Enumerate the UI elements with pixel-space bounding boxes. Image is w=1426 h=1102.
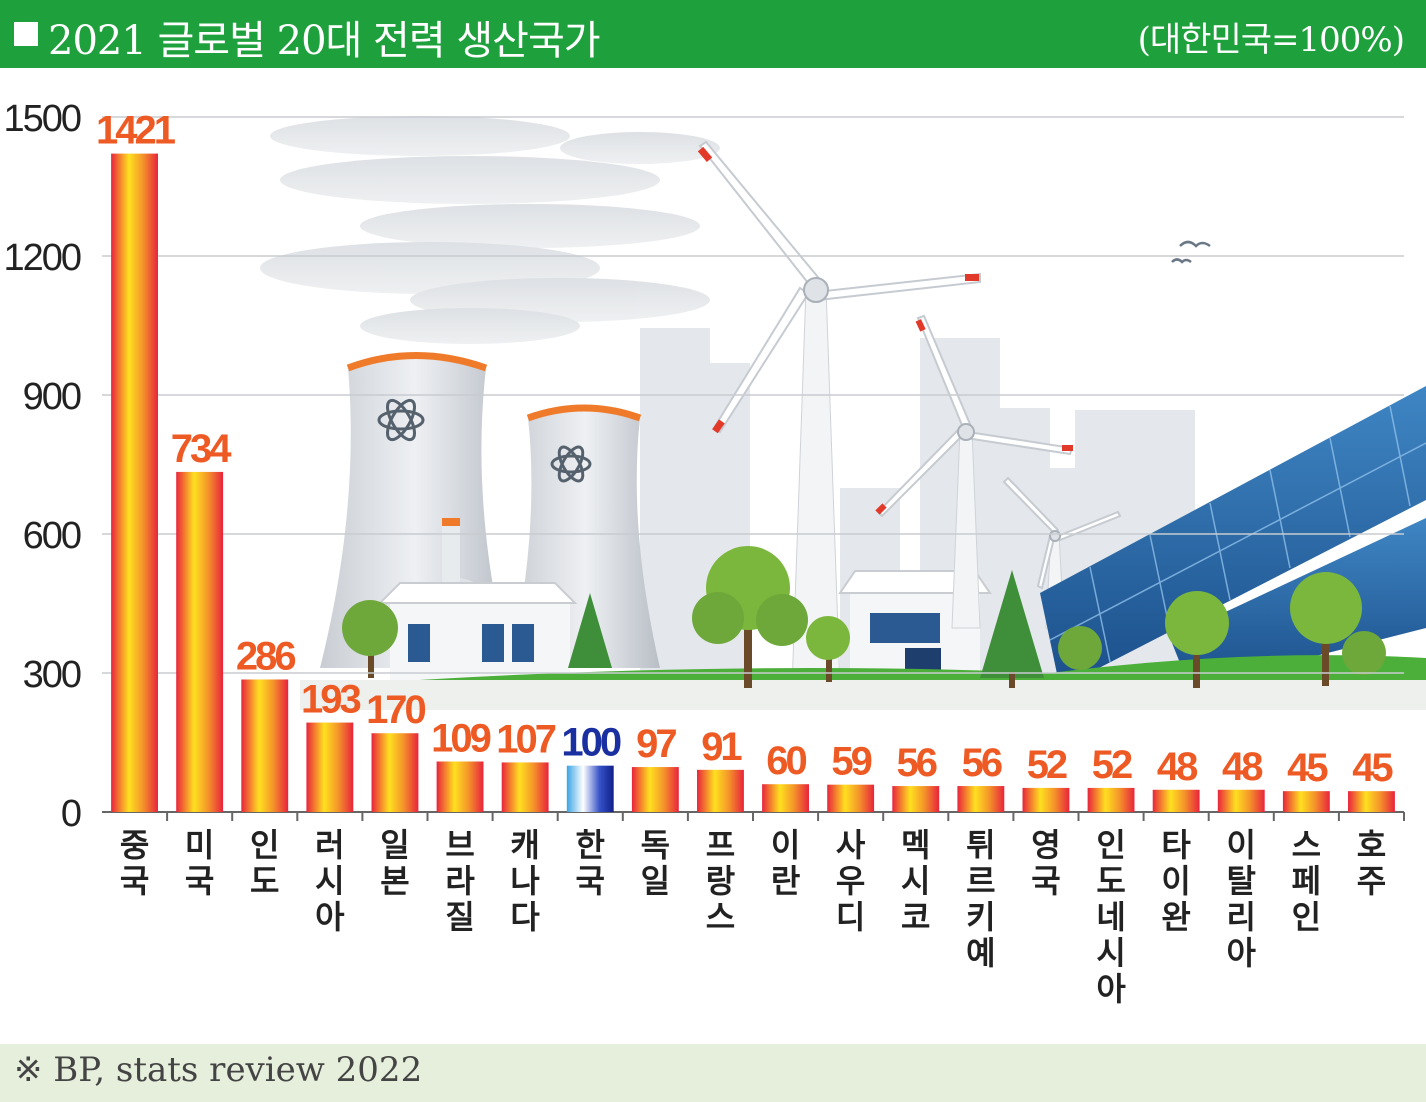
category-labels-group: 중 국 미 국 인 도 러 시 아 일 본 브 라 질 캐 나 다 한 국 독 일 프 랑 스 이 란 사 우 디 멕 시 코 튀 르 키 예 영 국 인 도… <box>120 826 1386 1008</box>
bar-러시아 <box>306 722 354 812</box>
value-label-일본: 170 <box>366 688 425 732</box>
value-label-영국: 52 <box>1027 743 1067 787</box>
chart-title: 2021 글로벌 20대 전력 생산국가 <box>48 18 601 64</box>
value-label-이란: 60 <box>766 739 806 783</box>
value-label-미국: 734 <box>171 427 232 471</box>
value-label-이탈리아: 48 <box>1222 745 1263 789</box>
value-label-중국: 1421 <box>96 109 176 153</box>
tree-icons <box>342 546 1386 688</box>
source-note: ※ BP, stats review 2022 <box>14 1050 423 1090</box>
bar-호주 <box>1348 791 1395 812</box>
y-gridlines <box>102 116 1404 674</box>
header-bar: 2021 글로벌 20대 전력 생산국가 (대한민국=100%) <box>0 0 1426 68</box>
value-label-호주: 45 <box>1352 746 1393 790</box>
bar-인도네시아 <box>1087 787 1135 812</box>
bar-영국 <box>1022 787 1070 812</box>
footer-bar: ※ BP, stats review 2022 <box>0 1044 1426 1102</box>
energy-background-illustration <box>260 116 1426 710</box>
bar-독일 <box>631 767 679 812</box>
square-bullet-icon <box>14 22 38 46</box>
bar-프랑스 <box>697 769 744 812</box>
value-label-캐나다: 107 <box>496 717 555 761</box>
y-tick-label: 1500 <box>3 98 80 140</box>
bar-한국 <box>566 765 614 812</box>
value-label-브라질: 109 <box>431 716 490 760</box>
value-label-러시아: 193 <box>301 678 360 722</box>
bar-미국 <box>176 471 224 812</box>
bar-인도 <box>241 679 289 812</box>
bar-스페인 <box>1282 791 1330 812</box>
bar-캐나다 <box>501 762 549 812</box>
value-label-한국: 100 <box>561 721 620 765</box>
bars-group <box>111 153 1405 821</box>
bar-중국 <box>111 153 158 812</box>
bar-타이완 <box>1152 789 1200 812</box>
y-tick-label: 0 <box>61 793 81 835</box>
value-label-튀르키예: 56 <box>962 741 1002 785</box>
bar-멕시코 <box>892 786 940 812</box>
value-label-인도: 286 <box>236 634 295 678</box>
value-label-인도네시아: 52 <box>1092 743 1132 787</box>
bar-사우디 <box>827 784 875 812</box>
y-tick-label: 300 <box>23 654 81 696</box>
chart-unit: (대한민국=100%) <box>1137 20 1405 60</box>
bar-일본 <box>371 733 419 812</box>
value-label-프랑스: 91 <box>701 725 742 769</box>
value-label-스페인: 45 <box>1287 746 1328 790</box>
y-axis: 0 300 600 900 1200 1500 <box>3 98 82 835</box>
y-tick-label: 900 <box>23 376 81 418</box>
bar-브라질 <box>436 761 484 812</box>
bar-이탈리아 <box>1217 789 1265 812</box>
value-label-멕시코: 56 <box>897 741 937 785</box>
y-tick-label: 600 <box>23 515 81 557</box>
value-label-타이완: 48 <box>1157 745 1198 789</box>
y-tick-label: 1200 <box>3 237 80 279</box>
bar-튀르키예 <box>957 786 1005 812</box>
bar-이란 <box>762 784 809 812</box>
value-label-독일: 97 <box>636 722 676 766</box>
value-label-사우디: 59 <box>831 740 871 784</box>
